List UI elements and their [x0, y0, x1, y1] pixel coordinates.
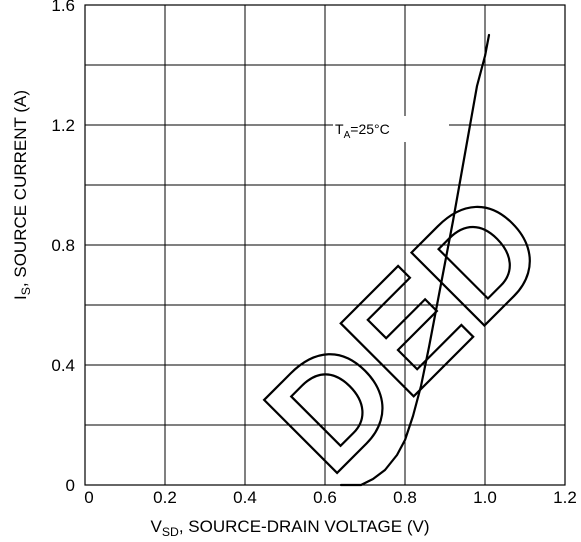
y-tick-label: 0: [66, 476, 75, 495]
x-tick-label: 0.8: [393, 488, 417, 507]
x-tick-labels: 0 0.2 0.4 0.6 0.8 1.0 1.2: [84, 488, 577, 507]
y-tick-label: 0.8: [51, 236, 75, 255]
y-tick-label: 1.6: [51, 0, 75, 15]
y-tick-labels: 0 0.4 0.8 1.2 1.6: [51, 0, 75, 495]
data-series-line: [339, 33, 491, 487]
annotation: TA=25°C: [333, 116, 449, 142]
x-axis-title-text: VSD, SOURCE-DRAIN VOLTAGE (V): [151, 517, 430, 539]
y-tick-label: 0.4: [51, 356, 75, 375]
plot-frame: [84, 4, 566, 486]
series-layer: [339, 33, 491, 487]
y-tick-label: 1.2: [51, 116, 75, 135]
x-tick-label: 0.2: [153, 488, 177, 507]
x-tick-label: 0: [84, 488, 93, 507]
x-tick-label: 0.4: [233, 488, 257, 507]
x-tick-label: 0.6: [313, 488, 337, 507]
grid: [85, 5, 565, 485]
annotation-text: TA=25°C: [335, 121, 390, 141]
y-axis-title: IS, SOURCE CURRENT (A): [11, 90, 33, 300]
y-axis-title-text: IS, SOURCE CURRENT (A): [11, 90, 33, 300]
x-tick-label: 1.2: [553, 488, 577, 507]
x-tick-label: 1.0: [473, 488, 497, 507]
x-axis-title: VSD, SOURCE-DRAIN VOLTAGE (V): [151, 517, 430, 539]
annotation-background: [333, 116, 449, 142]
